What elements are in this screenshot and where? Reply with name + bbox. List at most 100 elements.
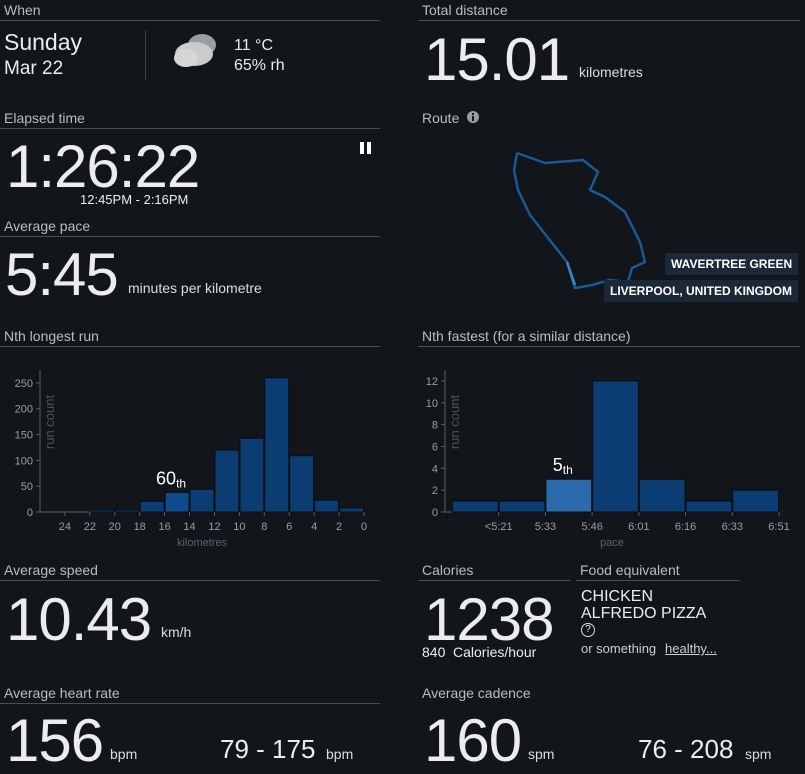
rank-label: 60th [156, 468, 186, 490]
y-tick-label: 0 [27, 507, 33, 519]
x-tick-label: 14 [183, 521, 195, 533]
y-tick-label: 150 [15, 430, 33, 442]
y-axis-label: run count [447, 395, 462, 450]
heart-rate-range: 79 - 175 [220, 734, 316, 764]
section-label: Food equivalent [576, 563, 740, 581]
section-label: Nth fastest (for a similar distance) [418, 329, 800, 347]
section-label: Average speed [0, 563, 380, 581]
bar [339, 507, 365, 513]
rank-number: 60 [156, 468, 176, 488]
bar [685, 500, 733, 513]
x-tick-label: 0 [361, 521, 367, 533]
pace-unit: minutes per kilometre [128, 280, 262, 296]
bar [452, 500, 499, 513]
bar [638, 478, 686, 513]
bar [164, 491, 190, 513]
y-tick-label: 100 [15, 455, 33, 467]
weather-icon [174, 34, 216, 67]
y-axis-label: run count [42, 395, 57, 450]
x-tick-label: 6:33 [722, 521, 743, 533]
elapsed-range: 12:45PM - 2:16PM [80, 192, 189, 207]
x-tick-label: 6:16 [675, 521, 696, 533]
y-tick-label: 250 [15, 378, 33, 390]
x-tick-label: 8 [261, 521, 267, 533]
bar [89, 509, 115, 513]
cadence-value: 160 [424, 707, 522, 774]
section-label: Average heart rate [0, 686, 380, 704]
y-tick-label: 10 [426, 398, 438, 410]
route-area: WAVERTREE GREEN [665, 253, 799, 275]
rank-suffix: th [176, 476, 186, 490]
y-tick-label: 8 [432, 420, 438, 432]
bar [239, 437, 265, 513]
section-label: Calories [418, 563, 570, 581]
y-tick-label: 12 [426, 376, 438, 388]
distance-value: 15.01 [424, 26, 570, 93]
bar [314, 499, 340, 513]
cadence-unit: spm [528, 746, 555, 762]
section-label: Average pace [0, 219, 380, 237]
calories-rate-unit: Calories/hour [453, 644, 537, 660]
day: Sunday [4, 29, 83, 55]
heart-rate-value: 156 [6, 707, 104, 774]
section-label: Total distance [418, 3, 800, 21]
info-icon[interactable] [466, 110, 480, 124]
healthy-link[interactable]: healthy... [665, 641, 717, 656]
bar [139, 500, 165, 513]
cadence-range: 76 - 208 [638, 734, 734, 764]
y-tick-label: 0 [432, 507, 438, 519]
food-line: CHICKEN [581, 588, 654, 605]
food-alternative: or something [581, 641, 657, 656]
rank-label: 5th [553, 455, 573, 477]
x-tick-label: 16 [158, 521, 170, 533]
y-tick-label: 2 [432, 485, 438, 497]
x-tick-label: 4 [311, 521, 317, 533]
x-axis-label: pace [600, 537, 624, 549]
x-tick-label: 22 [84, 521, 96, 533]
y-tick-label: 50 [21, 481, 33, 493]
section-label: Nth longest run [0, 329, 380, 347]
x-axis-label: kilometres [177, 537, 228, 549]
section-label: Average cadence [422, 685, 531, 701]
section-label: Route [422, 110, 460, 126]
bar [214, 449, 240, 513]
humidity: 65% rh [234, 57, 285, 74]
section-label: Elapsed time [0, 111, 380, 129]
temperature: 11 °C [234, 37, 274, 54]
x-tick-label: 18 [134, 521, 146, 533]
help-icon[interactable]: ? [581, 623, 595, 637]
speed-value: 10.43 [6, 586, 152, 653]
bar [732, 489, 779, 513]
rank-number: 5 [553, 455, 563, 475]
bar [289, 455, 315, 513]
x-tick-label: 12 [208, 521, 220, 533]
cadence-range-unit: spm [745, 746, 772, 762]
elapsed-value: 1:26:22 [6, 133, 200, 200]
route-map [512, 151, 647, 290]
y-tick-label: 4 [432, 463, 438, 475]
x-tick-label: 6:01 [628, 521, 649, 533]
y-tick-label: 6 [432, 441, 438, 453]
bar [264, 377, 290, 513]
x-tick-label: 24 [59, 521, 71, 533]
section-label: When [0, 3, 380, 21]
pause-icon[interactable] [359, 141, 373, 155]
divider [145, 30, 146, 80]
heart-rate-unit: bpm [110, 746, 138, 762]
x-tick-label: 10 [233, 521, 245, 533]
bar [189, 488, 215, 513]
calories-rate: 840 [422, 644, 446, 660]
speed-unit: km/h [161, 624, 192, 640]
food-line: ALFREDO PIZZA [581, 605, 707, 622]
bar [498, 500, 546, 513]
bar [592, 380, 639, 513]
bar [114, 509, 140, 513]
x-tick-label: 6 [286, 521, 292, 533]
y-tick-label: 200 [15, 404, 33, 416]
distance-unit: kilometres [579, 64, 643, 80]
date: Mar 22 [4, 58, 64, 79]
heart-rate-range-unit: bpm [326, 746, 354, 762]
rank-suffix: th [563, 463, 573, 477]
